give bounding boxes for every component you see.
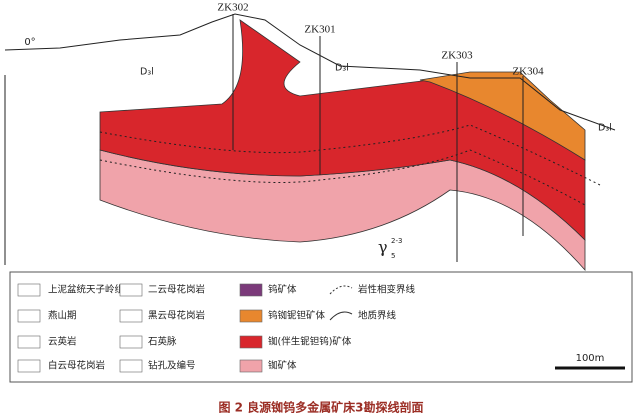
facies-boundary (99, 124, 601, 186)
caption: 图 2 良源铷钨多金属矿床3勘探线剖面 (218, 400, 423, 415)
azimuth: 0° (24, 37, 35, 48)
legend-swatch (239, 283, 263, 297)
legend-swatch (17, 335, 41, 349)
legend-label: 铷矿体 (268, 360, 297, 372)
legend-swatch (17, 283, 41, 297)
formation-label: D₃l (335, 63, 349, 74)
legend-label: 云英岩 (48, 336, 77, 348)
legend-swatch (17, 309, 41, 323)
drill-hole-label: ZK302 (217, 2, 248, 14)
legend-label: 钻孔及编号 (148, 360, 196, 372)
legend-label: 钨矿体 (268, 284, 297, 296)
legend-label: 钨铷铌钽矿体 (268, 310, 326, 322)
legend-label: 上泥盆统天子岭组 (48, 284, 125, 296)
legend-swatch (239, 309, 263, 323)
legend-label: 地质界线 (358, 310, 397, 322)
legend-swatch (239, 335, 263, 349)
legend-line (329, 311, 353, 321)
legend-swatch (119, 283, 143, 297)
drill-hole-label: ZK301 (304, 24, 335, 36)
legend-label: 白云母花岗岩 (48, 360, 105, 372)
legend-box (9, 271, 633, 383)
intrusion-label: γ (378, 238, 388, 257)
legend-label: 燕山期 (48, 310, 77, 322)
intrusion-label-sub: 5 (391, 252, 395, 260)
legend-swatch (239, 359, 263, 373)
legend-label: 铷(伴生铌钽钨)矿体 (268, 336, 352, 348)
section: ZK302 ZK301 ZK303 ZK304 0° D₃l D₃l D₃l γ… (4, 2, 616, 272)
scale-label: 100m (576, 353, 605, 364)
facies-boundary (99, 149, 586, 206)
legend-line (329, 285, 353, 295)
formation-label: D₃l (140, 67, 154, 78)
drill-hole-label: ZK304 (512, 66, 544, 78)
drill-hole-label: ZK303 (441, 50, 473, 62)
legend-swatch (119, 309, 143, 323)
legend-label: 黑云母花岗岩 (148, 310, 205, 322)
w-rb-ore-body (419, 71, 586, 161)
legend-swatch (119, 359, 143, 373)
legend-label: 岩性相变界线 (358, 284, 416, 296)
legend-label: 二云母花岗岩 (148, 284, 205, 296)
rb-ore-body (99, 19, 586, 241)
legend-swatch (119, 335, 143, 349)
legend-swatch (17, 359, 41, 373)
topography (4, 13, 616, 131)
legend-label: 石英脉 (148, 336, 177, 348)
formation-label: D₃l (598, 123, 612, 134)
intrusion-label-sup: 2-3 (391, 237, 402, 245)
